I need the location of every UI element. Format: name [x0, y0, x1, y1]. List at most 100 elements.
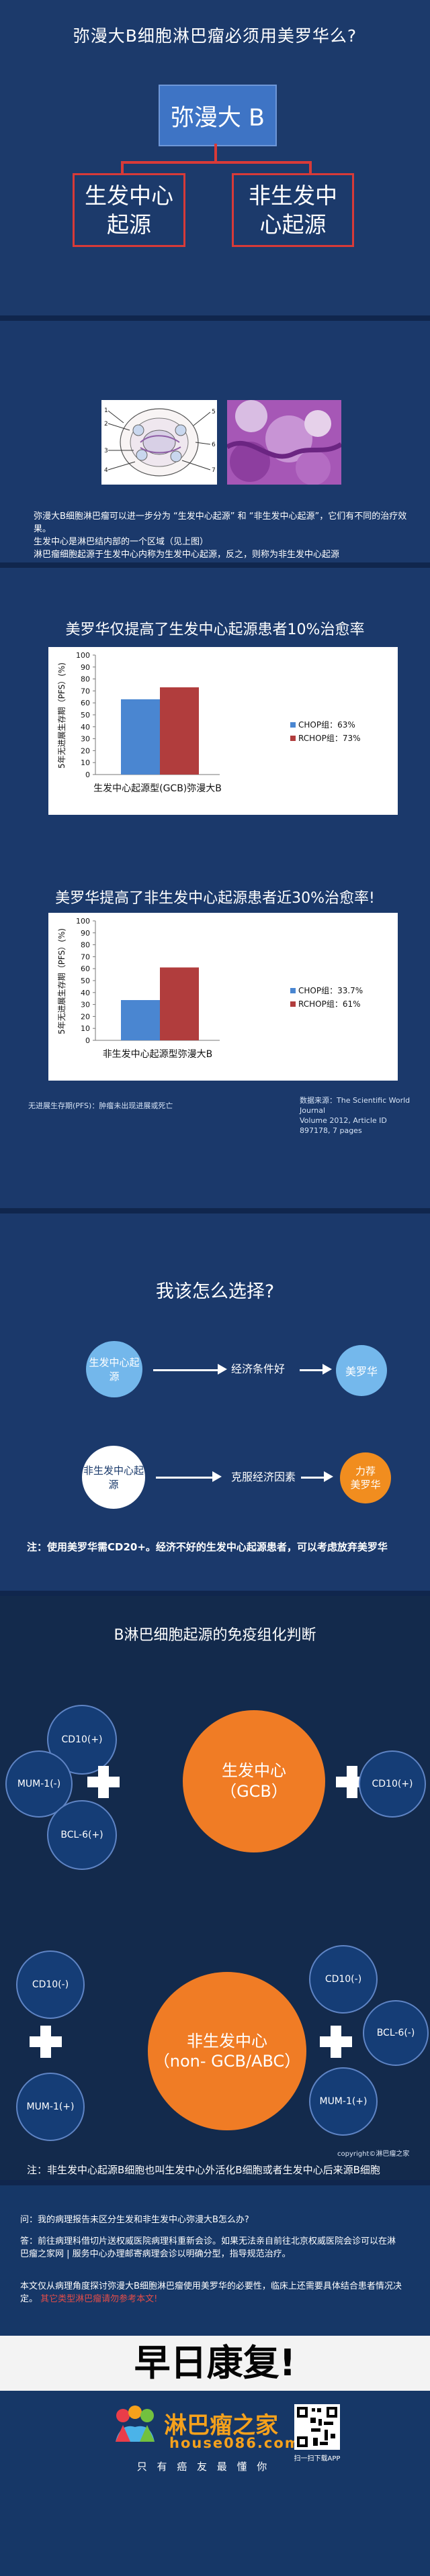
nongcb-cd10-right-label: CD10(-) [325, 1974, 362, 1985]
faq-footer-link: 其它类型淋巴瘤请勿参考本文! [40, 2294, 158, 2304]
explanation-line-2: 生发中心是淋巴结内部的一个区域（见上图） [34, 537, 209, 547]
chart-2-y-tick-label: 20 [81, 1012, 90, 1021]
gcb-bcl6-node: BCL-6(+) [47, 1800, 117, 1870]
chart-1-title: 美罗华仅提高了生发中心起源患者10%治愈率 [65, 622, 365, 638]
divider-5 [0, 2180, 430, 2185]
qr-code-icon[interactable] [294, 2404, 340, 2450]
page-title: 弥漫大B细胞淋巴瘤必须用美罗华么? [73, 26, 357, 46]
nongcb-bcl6-node: BCL-6(-) [363, 2000, 429, 2066]
plus-icon-gcb-left [87, 1766, 120, 1798]
chart-1-bar-0 [121, 699, 160, 775]
chart-1-y-tick-label: 70 [81, 687, 90, 695]
copyright-text: copyright©淋巴瘤之家 [337, 2150, 410, 2158]
family-logo-svg [116, 2406, 155, 2442]
chart-2-y-axis-label: 5年无进展生存期（PFS）(%) [57, 928, 67, 1034]
chart-2-y-tick-label: 0 [85, 1036, 90, 1045]
chart-2-y-tick-label: 100 [76, 917, 90, 926]
nongcb-mum1-left-node: MUM-1(+) [16, 2073, 85, 2141]
chart-1-y-tick-label: 90 [81, 663, 90, 672]
tree-connector [214, 144, 217, 162]
divider-1 [0, 315, 430, 321]
chart-2-legend-label-1: RCHOP组：61% [298, 999, 361, 1009]
gcb-center-label: 生发中心 （GCB） [220, 1761, 288, 1801]
chart-1-y-tick-label: 60 [81, 699, 90, 707]
chart-1-y-tick-label: 40 [81, 723, 90, 732]
recovery-banner: 早日康复! [0, 2336, 430, 2391]
chart-2-y-tick-label: 90 [81, 929, 90, 938]
nongcb-mum1-left-label: MUM-1(+) [26, 2101, 75, 2112]
chart-2-bar-1 [160, 967, 199, 1040]
data-source: 数据来源：The Scientific World Journal Volume… [300, 1096, 411, 1135]
plus-icon-nongcb-right [320, 2026, 352, 2058]
chart-2-y-tick-label: 80 [81, 941, 90, 950]
chart-1-y-tick-label: 20 [81, 746, 90, 755]
gcb-cd10-label: CD10(+) [61, 1734, 103, 1745]
chart-1-y-tick-label: 80 [81, 675, 90, 684]
ihc-section: B淋巴细胞起源的免疫组化判断 CD10(+) MUM-1(-) BCL-6(+)… [0, 1596, 430, 2180]
tree-connector-horizontal [121, 161, 310, 164]
chart-2-category-label: 非生发中心起源型弥漫大B [103, 1048, 213, 1060]
intro-section: 弥漫大B细胞淋巴瘤必须用美罗华么? 弥漫大 B 生发中心 起源 非生发中 心起源 [0, 0, 430, 315]
chart-1-y-tick-label: 30 [81, 735, 90, 744]
chart-1-y-tick-label: 10 [81, 758, 90, 767]
chart-1-y-axis-label: 5年无进展生存期（PFS）(%) [57, 662, 67, 769]
choice-arrow-4 [301, 1477, 325, 1479]
chart-1-legend-swatch-1 [290, 736, 296, 741]
choice-arrowhead-4 [324, 1471, 333, 1482]
lymph-node-diagram: 1 2 3 4 5 6 7 [101, 400, 217, 485]
chart-1-legend-swatch-0 [290, 722, 296, 728]
nongcb-cd10-right-node: CD10(-) [309, 1945, 378, 2014]
right-origin-box: 非生发中 心起源 [232, 173, 354, 247]
recommend-rituximab-label: 力荐 美罗华 [350, 1465, 381, 1491]
divider-3 [0, 1208, 430, 1213]
charts-section: 美罗华仅提高了生发中心起源患者10%治愈率 0 10 20 30 40 50 60 70 80 9… [0, 568, 430, 1208]
diagram-label-4: 4 [104, 467, 108, 474]
family-logo-icon [110, 2405, 160, 2448]
chart-1-y-tick-label: 0 [85, 771, 90, 779]
nongcb-mum1-right-label: MUM-1(+) [319, 2096, 368, 2107]
choice-arrowhead-2 [322, 1364, 332, 1375]
faq-answer: 答：前往病理科借切片送权威医院病理科重新会诊。如果无法亲自前往北京权威医院会诊可… [20, 2236, 396, 2259]
chart-2-bar-0 [121, 1000, 160, 1040]
chart-2-y-tick-label: 40 [81, 989, 90, 997]
choice-arrowhead-3 [212, 1471, 222, 1482]
nongcb-cd10-left-node: CD10(-) [16, 1950, 85, 2019]
ihc-title: B淋巴细胞起源的免疫组化判断 [114, 1627, 316, 1644]
explanation-line-1: 弥漫大B细胞淋巴瘤可以进一步分为 “生发中心起源” 和 “非生发中心起源”，它们… [34, 511, 407, 534]
choice-title: 我该怎么选择? [155, 1281, 275, 1302]
diagram-label-1: 1 [104, 407, 108, 414]
choice-arrowhead-1 [218, 1364, 227, 1375]
chart-2-legend-swatch-1 [290, 1001, 296, 1007]
root-box: 弥漫大 B [159, 85, 277, 146]
chart-1-category-label: 生发中心起源型(GCB)弥漫大B [93, 783, 222, 794]
plus-icon-nongcb-left [30, 2026, 62, 2058]
nongcb-center-circle: 非生发中心 （non- GCB/ABC） [148, 1972, 306, 2130]
tree-connector-right [309, 161, 312, 175]
choice-arrow-2 [300, 1369, 324, 1371]
left-origin-box: 生发中心 起源 [73, 173, 185, 247]
ihc-note: 注：非生发中心起源B细胞也叫生发中心外活化B细胞或者生发中心后来源B细胞 [27, 2164, 380, 2176]
diagram-label-3: 3 [104, 448, 108, 454]
pfs-definition: 无进展生存期(PFS)：肿瘤未出现进展或死亡 [28, 1101, 173, 1110]
diagram-label-5: 5 [212, 409, 216, 415]
nongcb-cd10-left-label: CD10(-) [32, 1979, 69, 1990]
choice-arrow-1 [153, 1369, 219, 1371]
rituximab-choice-circle: 美罗华 [336, 1345, 387, 1396]
choice-arrow-3 [156, 1477, 214, 1479]
chart-2-legend-swatch-0 [290, 988, 296, 993]
brand-site: house086.com [169, 2435, 301, 2451]
histology-image [226, 400, 343, 485]
gcb-bcl6-label: BCL-6(+) [60, 1830, 103, 1840]
chart-1-legend-label-0: CHOP组：63% [298, 720, 355, 730]
nongcb-choice-label: 非生发中心起源 [83, 1465, 144, 1491]
gcb-cd10-right-node: CD10(+) [359, 1750, 426, 1818]
faq-footer: 本文仅从病理角度探讨弥漫大B细胞淋巴瘤使用美罗华的必要性，临床上还需要具体结合患… [20, 2280, 406, 2306]
faq-section: 问：我的病理报告未区分生发和非生发中心弥漫大B怎么办? 答：前往病理科借切片送权… [0, 2185, 430, 2576]
gcb-center-circle: 生发中心 （GCB） [183, 1710, 325, 1852]
chart-2: 0 10 20 30 40 50 60 70 80 90 100 5年无进展生存期（PFS）(%) CH… [57, 917, 363, 1060]
chart-1-y-tick-label: 50 [81, 711, 90, 720]
chart-2-y-tick-label: 60 [81, 964, 90, 973]
chart-1-bar-1 [160, 687, 199, 775]
lymph-explanation: 弥漫大B细胞淋巴瘤可以进一步分为 “生发中心起源” 和 “非生发中心起源”，它们… [34, 510, 410, 561]
gcb-choice-label: 生发中心起源 [89, 1356, 140, 1383]
